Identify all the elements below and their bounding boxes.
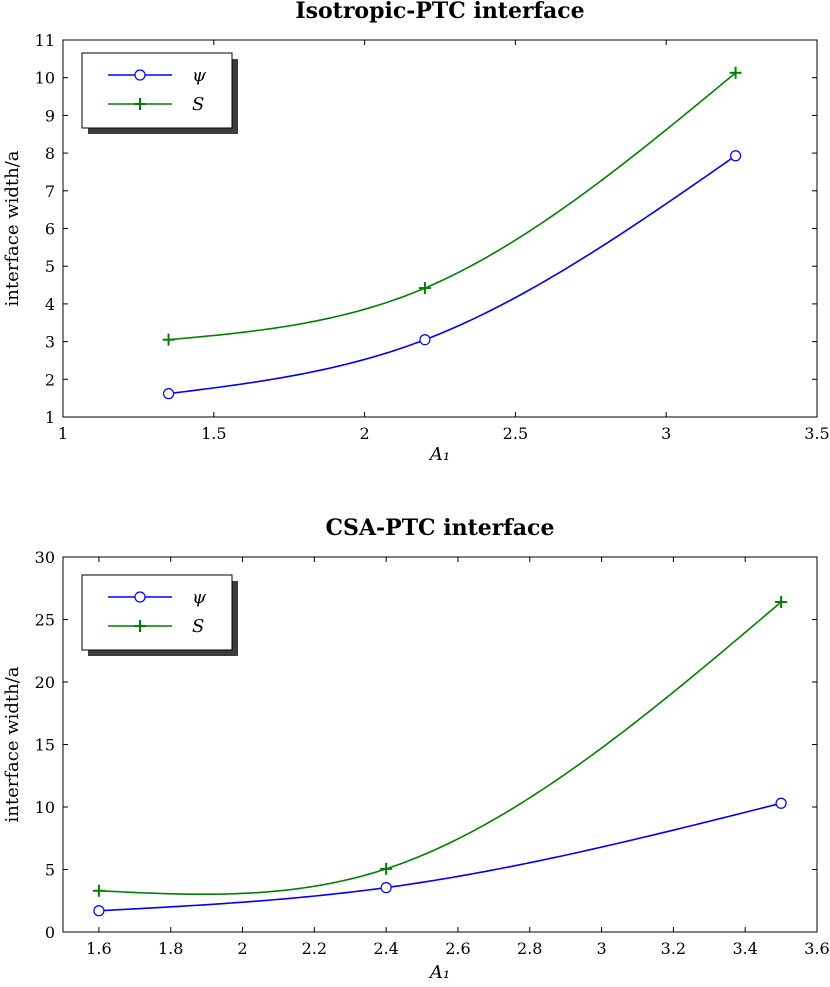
legend: ψS	[81, 574, 238, 656]
y-axis-label: interface width/a	[2, 150, 23, 306]
x-axis-label: A₁	[428, 444, 450, 465]
y-tick-label: 0	[45, 923, 55, 942]
data-point	[162, 388, 175, 400]
legend-label: S	[192, 94, 204, 115]
data-point	[93, 905, 105, 917]
chart-title: Isotropic-PTC interface	[295, 0, 584, 24]
legend-marker	[134, 69, 146, 81]
data-point	[775, 797, 787, 809]
x-tick-label: 1	[58, 424, 68, 443]
legend-label: ψ	[192, 587, 207, 608]
series-line-2	[98, 601, 782, 896]
data-point	[162, 333, 175, 346]
y-tick-label: 4	[45, 295, 55, 314]
y-tick-label: 10	[35, 69, 55, 88]
x-tick-label: 2.4	[373, 939, 398, 958]
data-point	[729, 150, 742, 162]
x-tick-label: 2.5	[503, 424, 528, 443]
data-point	[775, 596, 788, 608]
x-tick-label: 1.6	[86, 939, 111, 958]
y-tick-label: 3	[45, 333, 55, 352]
x-tick-label: 2.2	[302, 939, 327, 958]
y-tick-label: 15	[35, 736, 55, 755]
legend-label: S	[192, 616, 204, 637]
y-tick-label: 7	[45, 182, 55, 201]
x-tick-label: 2	[360, 424, 370, 443]
y-tick-label: 5	[45, 861, 55, 880]
legend-box	[81, 574, 233, 651]
x-tick-label: 3	[596, 939, 606, 958]
legend-label: ψ	[192, 65, 207, 86]
x-tick-label: 3.5	[804, 424, 829, 443]
x-tick-label: 3	[661, 424, 671, 443]
chart-panel-2: CSA-PTC interface 1.6 1.8 2 2.2 2.4 2.6 2.8 3 3.2…	[2, 515, 830, 983]
y-tick-label: 30	[35, 548, 55, 567]
series-line-1	[98, 802, 782, 912]
y-tick-label: 20	[35, 673, 55, 692]
chart-title: CSA-PTC interface	[326, 515, 555, 541]
legend-marker	[134, 591, 146, 603]
x-tick-label: 2.6	[445, 939, 470, 958]
x-axis-label: A₁	[428, 962, 450, 983]
data-point	[380, 882, 392, 894]
y-axis-label: interface width/a	[2, 666, 23, 822]
y-tick-label: 5	[45, 257, 55, 276]
y-tick-label: 2	[45, 370, 55, 389]
data-point	[729, 66, 742, 79]
data-point	[419, 334, 431, 346]
legend: ψS	[81, 52, 238, 134]
data-point	[418, 282, 431, 295]
x-tick-label: 3.2	[661, 939, 686, 958]
series-line-2	[168, 72, 737, 341]
y-tick-label: 6	[45, 220, 55, 239]
chart-panel-1: Isotropic-PTC interface 1 1.5 2 2.5 3 3.5 1 2 3 4 5…	[2, 0, 830, 465]
legend-box	[81, 52, 233, 129]
x-tick-label: 1.5	[201, 424, 226, 443]
data-point	[380, 862, 393, 875]
data-point	[92, 884, 105, 897]
x-tick-label: 2	[237, 939, 247, 958]
y-tick-label: 8	[45, 144, 55, 163]
y-tick-label: 1	[45, 408, 55, 427]
y-tick-label: 10	[35, 798, 55, 817]
x-tick-label: 2.8	[517, 939, 542, 958]
x-tick-label: 3.6	[804, 939, 829, 958]
x-tick-label: 3.4	[732, 939, 757, 958]
series-line-1	[168, 155, 737, 395]
y-tick-label: 11	[35, 31, 55, 50]
x-tick-label: 1.8	[158, 939, 183, 958]
y-tick-label: 25	[35, 611, 55, 630]
y-tick-label: 9	[45, 106, 55, 125]
